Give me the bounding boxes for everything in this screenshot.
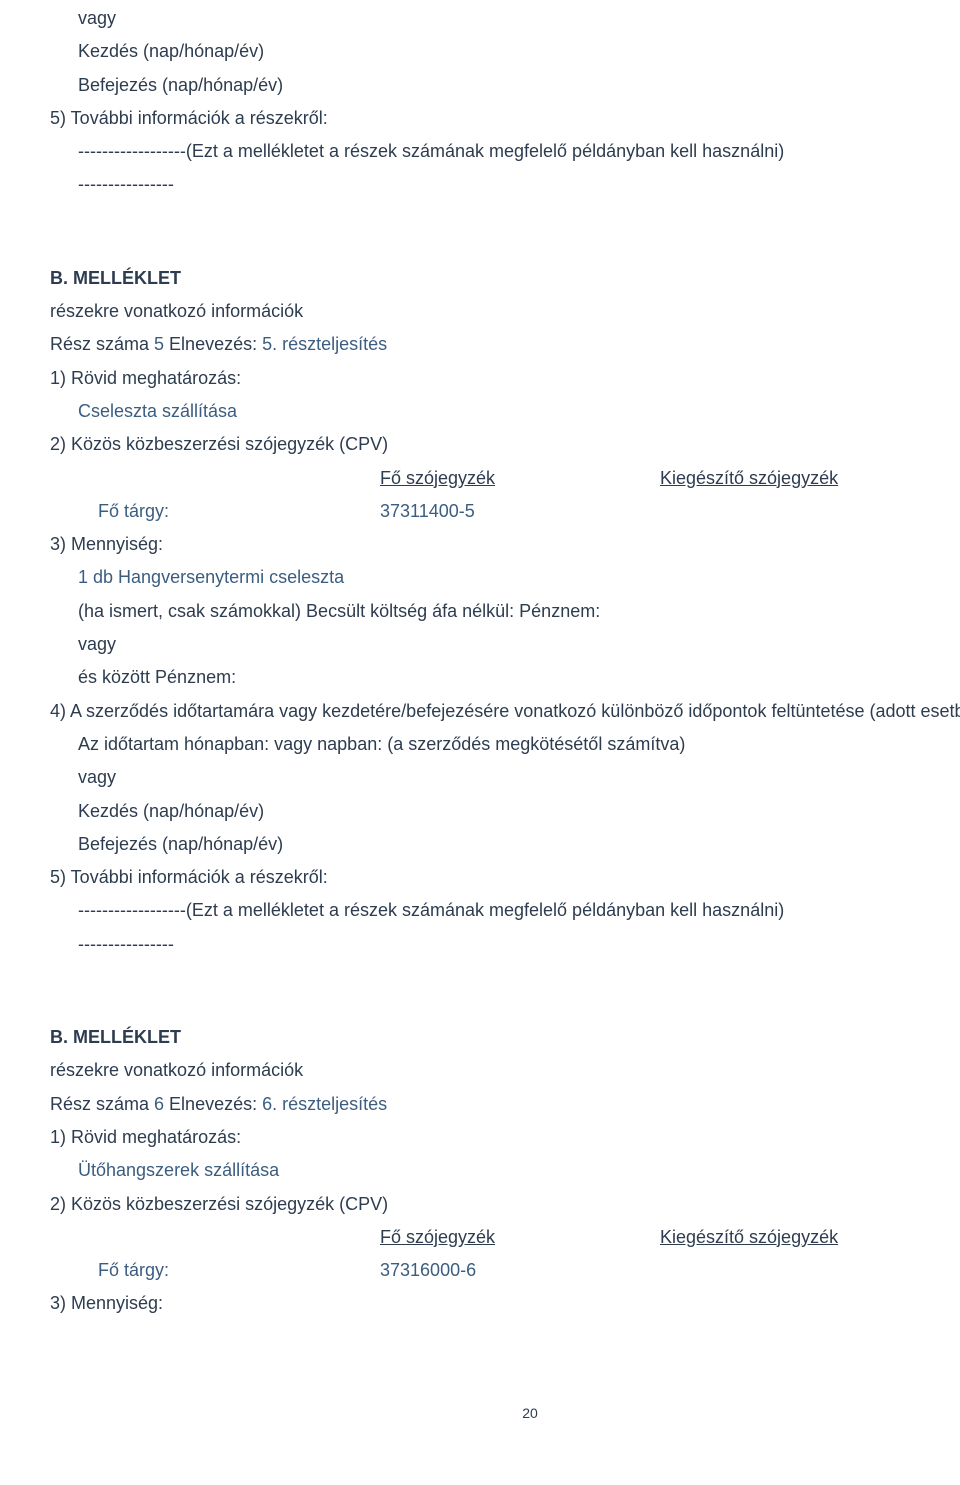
dashes-5: ---------------- — [50, 928, 960, 961]
kieg-szojegyzek-header-6: Kiegészítő szójegyzék — [660, 1221, 960, 1254]
resz-szama-5: Rész száma 5 Elnevezés: 5. részteljesíté… — [50, 328, 960, 361]
fo-targy-5: Fő tárgy: — [50, 495, 380, 528]
point-1-5: 1) Rövid meghatározás: — [50, 362, 960, 395]
cpv-header-row-5: Fő szójegyzék Kiegészítő szójegyzék — [50, 462, 960, 495]
note-attachment-5: ------------------(Ezt a mellékletet a r… — [50, 894, 960, 927]
kezdes-5: Kezdés (nap/hónap/év) — [50, 795, 960, 828]
resz-prefix-6: Rész száma — [50, 1094, 154, 1114]
kieg-szojegyzek-header-5: Kiegészítő szójegyzék — [660, 462, 960, 495]
vagy-5: vagy — [50, 628, 960, 661]
fo-szojegyzek-header-5: Fő szójegyzék — [380, 462, 660, 495]
text-vagy: vagy — [50, 2, 960, 35]
es-kozott-5: és között Pénznem: — [50, 661, 960, 694]
sub-reszekre-6: részekre vonatkozó információk — [50, 1054, 960, 1087]
fo-targy-6: Fő tárgy: — [50, 1254, 380, 1287]
cpv-value-row-6: Fő tárgy: 37316000-6 — [50, 1254, 960, 1287]
point-2-5: 2) Közös közbeszerzési szójegyzék (CPV) — [50, 428, 960, 461]
sub-reszekre-5: részekre vonatkozó információk — [50, 295, 960, 328]
cpv-code-6: 37316000-6 — [380, 1254, 660, 1287]
point-1-6: 1) Rövid meghatározás: — [50, 1121, 960, 1154]
elnev-prefix-6: Elnevezés: — [164, 1094, 262, 1114]
resz-num-6: 6 — [154, 1094, 164, 1114]
elnev-val-6: 6. részteljesítés — [262, 1094, 387, 1114]
point-5-5: 5) További információk a részekről: — [50, 861, 960, 894]
ha-ismert-5: (ha ismert, csak számokkal) Becsült költ… — [50, 595, 960, 628]
idotartam-5: Az időtartam hónapban: vagy napban: (a s… — [50, 728, 960, 761]
fo-szojegyzek-header-6: Fő szójegyzék — [380, 1221, 660, 1254]
heading-melleklet-6: B. MELLÉKLET — [50, 1021, 960, 1054]
point-2-6: 2) Közös közbeszerzési szójegyzék (CPV) — [50, 1188, 960, 1221]
page-number: 20 — [50, 1401, 960, 1427]
text-befejezes: Befejezés (nap/hónap/év) — [50, 69, 960, 102]
point-1-value-5: Cseleszta szállítása — [50, 395, 960, 428]
text-kezdes: Kezdés (nap/hónap/év) — [50, 35, 960, 68]
resz-szama-6: Rész száma 6 Elnevezés: 6. részteljesíté… — [50, 1088, 960, 1121]
resz-prefix: Rész száma — [50, 334, 154, 354]
befejezes-5: Befejezés (nap/hónap/év) — [50, 828, 960, 861]
note-attachment: ------------------(Ezt a mellékletet a r… — [50, 135, 960, 168]
resz-num-5: 5 — [154, 334, 164, 354]
vagy2-5: vagy — [50, 761, 960, 794]
point-3-6: 3) Mennyiség: — [50, 1287, 960, 1320]
point-5: 5) További információk a részekről: — [50, 102, 960, 135]
cpv-code-5: 37311400-5 — [380, 495, 660, 528]
point-3-value-5: 1 db Hangversenytermi cseleszta — [50, 561, 960, 594]
dashes: ---------------- — [50, 168, 960, 201]
point-3-5: 3) Mennyiség: — [50, 528, 960, 561]
elnev-val-5: 5. részteljesítés — [262, 334, 387, 354]
point-4-5: 4) A szerződés időtartamára vagy kezdeté… — [50, 695, 960, 728]
cpv-header-row-6: Fő szójegyzék Kiegészítő szójegyzék — [50, 1221, 960, 1254]
elnev-prefix: Elnevezés: — [164, 334, 262, 354]
cpv-value-row-5: Fő tárgy: 37311400-5 — [50, 495, 960, 528]
point-1-value-6: Ütőhangszerek szállítása — [50, 1154, 960, 1187]
heading-melleklet-5: B. MELLÉKLET — [50, 262, 960, 295]
